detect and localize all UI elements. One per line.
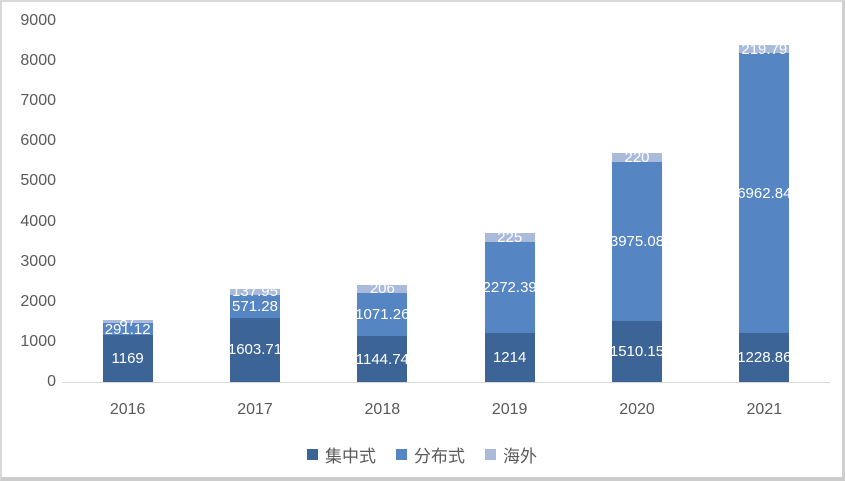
bar-value-label: 225 [497,229,523,247]
x-axis-label: 2019 [491,401,528,418]
bar-segment [102,319,153,324]
bar-value-label: 1510.15 [609,343,665,361]
y-axis-tick-label: 5000 [20,172,56,190]
bar-segment [612,321,662,382]
bar-segment [739,44,790,54]
bar-value-label: 1214 [492,349,527,367]
x-axis-line [62,382,830,383]
bar-value-label: 206 [369,280,395,298]
y-axis-tick-label: 2000 [20,292,56,310]
legend-swatch-icon [485,448,496,460]
legend-label: 分布式 [414,446,465,466]
bar-value-label: 1169 [111,350,144,368]
bar-segment [739,332,790,382]
bar-segment [230,294,280,318]
legend-item: 海外 [485,442,537,467]
legend-item: 集中式 [307,442,376,467]
x-axis-label: 2020 [619,401,655,418]
bar-segment [484,242,535,334]
legend-swatch-icon [307,448,318,460]
bar-segment [484,233,535,243]
legend-label: 集中式 [325,446,376,466]
bar-segment [612,153,662,162]
y-axis-tick-label: 9000 [20,12,56,29]
y-axis-tick-label: 0 [47,373,56,390]
x-axis-label: 2018 [364,401,401,418]
bar-segment [357,284,408,294]
bar-value-label: 1071.26 [355,306,410,324]
bar-segment [357,336,408,382]
bar-value-label: 6962.84 [737,184,792,202]
bar-segment [102,323,153,336]
bar-value-label: 87 [119,313,136,331]
legend-label: 海外 [503,446,537,466]
bar-segment [357,293,408,337]
bar-value-label: 1603.71 [227,341,283,359]
bar-value-label: 1144.74 [355,350,409,368]
bar-segment [739,53,790,333]
legend-swatch-icon [396,448,407,460]
y-axis-tick-label: 3000 [20,252,56,270]
bar-segment [612,161,662,322]
bar-value-label: 219.79 [741,40,788,58]
x-axis-label: 2016 [109,401,146,418]
y-axis-tick-label: 6000 [20,132,56,150]
bar-value-label: 1228.86 [737,348,792,366]
legend-item: 分布式 [396,442,465,467]
x-axis-label: 2021 [746,401,783,418]
legend: 集中式 分布式 海外 [2,442,842,467]
bar-segment [230,289,280,295]
bar-value-label: 220 [624,149,650,167]
y-axis-tick-label: 4000 [20,212,56,230]
y-axis-tick-label: 7000 [20,92,56,110]
bar-value-label: 571.28 [232,297,278,315]
bar-segment [230,317,280,382]
bar-value-label: 3975.08 [609,233,665,251]
bar-value-label: 137.95 [232,283,278,301]
bar-segment [484,333,535,382]
bar-value-label: 291.12 [104,320,151,338]
y-axis-tick-label: 1000 [20,332,56,350]
x-axis-label: 2017 [237,401,273,418]
y-axis-tick-label: 8000 [20,52,56,70]
bar-value-label: 2272.39 [482,279,537,297]
bar-segment [102,335,153,382]
